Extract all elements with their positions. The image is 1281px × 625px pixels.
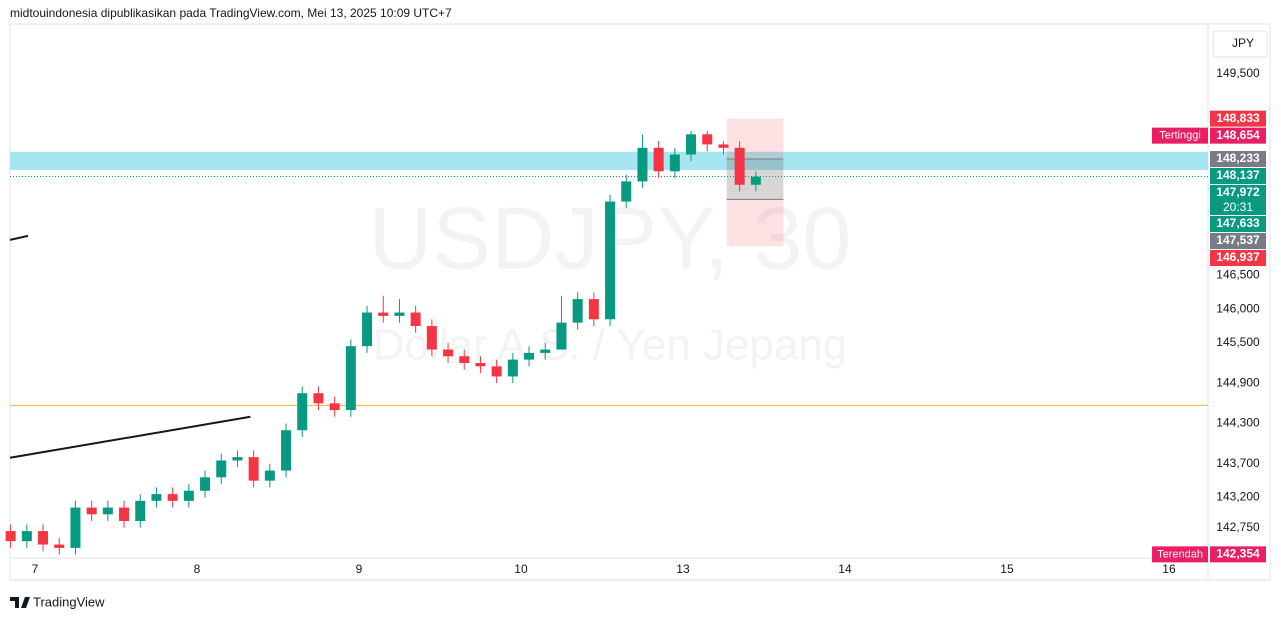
countdown: 20:31 (1223, 200, 1253, 214)
price-label-box (1210, 233, 1266, 250)
candle-body (264, 470, 275, 481)
candle-body (119, 507, 130, 522)
trendline (9, 234, 29, 241)
candle-body (718, 144, 729, 148)
candle-body (281, 430, 292, 471)
price-label: 148,233 (1216, 151, 1260, 165)
trendline (9, 415, 251, 459)
price-label: 148,137 (1216, 168, 1260, 182)
price-label-box (1210, 185, 1266, 216)
watermark-subtitle: Dollar A.S. / Yen Jepang (373, 321, 848, 370)
brand: TradingView (33, 594, 105, 609)
y-tick-label: 149,500 (1216, 66, 1260, 80)
price-label-box (1210, 127, 1266, 144)
candle-body (70, 507, 81, 548)
x-tick-label: 15 (1000, 562, 1014, 576)
y-tick-label: 144,300 (1216, 416, 1260, 430)
candle-body (38, 531, 49, 545)
price-label-box (1210, 168, 1266, 185)
currency-button[interactable] (1212, 30, 1268, 58)
candle-body (362, 312, 373, 347)
price-tag-box (1152, 127, 1208, 144)
candle-body (686, 134, 697, 155)
candle-body (200, 477, 211, 491)
candle-body (394, 312, 405, 316)
candle-body (378, 312, 389, 316)
candle-body (183, 490, 194, 501)
candle-body (702, 134, 713, 145)
header: midtouindonesia dipublikasikan pada Trad… (10, 6, 452, 20)
candle-body (5, 531, 16, 542)
price-tag: Terendah (1157, 548, 1203, 560)
logo (10, 597, 30, 608)
price-label: 148,833 (1216, 111, 1260, 125)
y-tick-label: 143,700 (1216, 456, 1260, 470)
candle-body (443, 349, 454, 357)
candle-body (248, 457, 259, 481)
zone (10, 151, 1208, 170)
y-tick-label: 143,200 (1216, 490, 1260, 504)
price-label: 147,633 (1216, 216, 1260, 230)
x-tick-label: 8 (194, 562, 201, 576)
x-tick-label: 13 (676, 562, 690, 576)
candle-body (232, 457, 243, 461)
y-tick-label: 146,000 (1216, 301, 1260, 315)
candle-body (21, 531, 32, 542)
y-tick-label: 144,900 (1216, 375, 1260, 389)
price-tag: Tertinggi (1159, 130, 1201, 142)
candle-body (216, 460, 227, 478)
candle-body (135, 500, 146, 522)
candle-body (621, 181, 632, 202)
y-tick-label: 145,500 (1216, 335, 1260, 349)
frame (9, 23, 1271, 581)
candle-body (102, 507, 113, 515)
candle-body (86, 507, 97, 515)
candle-body (572, 299, 583, 323)
candle-body (426, 325, 437, 350)
candle-body (637, 147, 648, 182)
y-tick-label: 146,500 (1216, 268, 1260, 282)
x-tick-label: 10 (514, 562, 528, 576)
currency[interactable]: JPY (1232, 36, 1254, 50)
x-tick-label: 9 (356, 562, 363, 576)
candle-body (556, 322, 567, 350)
price-label: 147,537 (1216, 233, 1260, 247)
candle-body (459, 356, 470, 363)
price-label-box (1210, 216, 1266, 233)
candle-body (750, 176, 761, 185)
x-tick-label: 14 (838, 562, 852, 576)
candle-body (524, 352, 535, 360)
price-label-box (1210, 250, 1266, 267)
x-tick-label: 7 (32, 562, 39, 576)
x-tick-label: 16 (1162, 562, 1176, 576)
candle-body (297, 393, 308, 431)
candle-body (605, 201, 616, 320)
candle-body (329, 403, 340, 411)
candle-body (167, 494, 178, 501)
candle-body (54, 544, 65, 548)
price-tag-box (1152, 546, 1208, 563)
candle-body (653, 147, 664, 172)
candle-body (540, 349, 551, 353)
price-label: 147,972 (1216, 185, 1260, 199)
candle-body (313, 393, 324, 404)
candle-body (151, 494, 162, 501)
candle-body (475, 362, 486, 367)
price-label: 146,937 (1216, 250, 1260, 264)
candle-body (734, 147, 745, 185)
y-tick-label: 142,750 (1216, 520, 1260, 534)
price-label-box (1210, 151, 1266, 168)
price-label: 142,354 (1216, 547, 1260, 561)
candle-body (507, 359, 518, 377)
price-label-box (1210, 546, 1266, 563)
candle-body (410, 312, 421, 326)
candle-body (669, 154, 680, 172)
candle-body (345, 346, 356, 411)
candle-body (588, 299, 599, 320)
candle-body (491, 366, 502, 377)
price-label: 148,654 (1216, 128, 1260, 142)
price-label-box (1210, 110, 1266, 127)
